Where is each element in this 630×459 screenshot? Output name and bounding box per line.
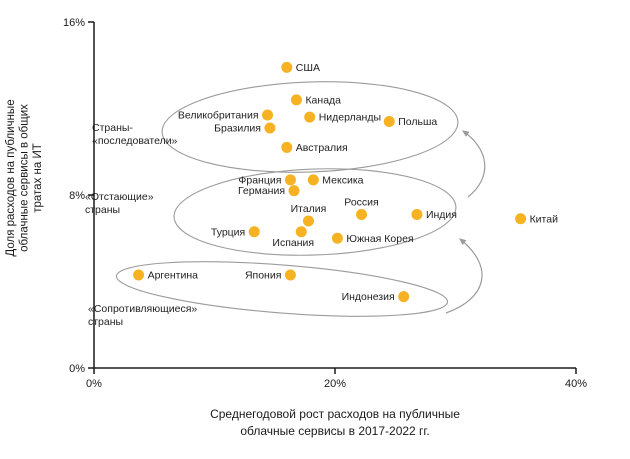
data-point	[302, 215, 314, 227]
group-ellipse	[115, 261, 449, 317]
point-label: Япония	[245, 270, 281, 282]
group-label: «Сопротивляющиеся» страны	[88, 303, 197, 328]
point-label: Индонезия	[342, 291, 395, 303]
flow-arrow-icon	[462, 130, 486, 198]
point-label: Канада	[305, 94, 341, 106]
y-axis-title: Доля расходов на публичные облачные серви…	[5, 99, 44, 256]
data-point	[307, 174, 319, 186]
point-label: Германия	[238, 185, 285, 197]
data-point	[398, 291, 410, 303]
data-point	[281, 141, 293, 153]
data-point	[264, 122, 276, 134]
x-tick-label: 0%	[86, 378, 102, 390]
data-point	[133, 269, 145, 281]
point-label: Китай	[530, 213, 559, 225]
data-point	[284, 269, 296, 281]
point-label: Польша	[398, 116, 437, 128]
group-ellipse	[161, 81, 459, 173]
data-point	[262, 109, 274, 121]
point-label: Нидерланды	[319, 112, 381, 124]
point-label: Мексика	[322, 174, 363, 186]
data-point	[304, 111, 316, 123]
point-label: Южная Корея	[346, 233, 413, 245]
data-point	[248, 226, 260, 238]
data-point	[281, 61, 293, 73]
x-tick-label: 20%	[324, 378, 346, 390]
y-tick-label: 8%	[69, 190, 85, 202]
data-point	[284, 174, 296, 186]
x-axis-title: Среднегодовой рост расходов на публичные…	[210, 407, 460, 438]
data-point	[290, 94, 302, 106]
data-point	[383, 115, 395, 127]
x-tick-label: 40%	[565, 378, 587, 390]
point-label: Бразилия	[214, 122, 261, 134]
flow-arrow-icon	[445, 238, 483, 314]
y-tick-label: 0%	[69, 363, 85, 375]
point-label: Россия	[344, 196, 378, 208]
point-label: Италия	[291, 203, 327, 215]
point-label: Индия	[426, 209, 457, 221]
data-point	[288, 185, 300, 197]
data-point	[295, 226, 307, 238]
point-label: Великобритания	[178, 109, 259, 121]
data-point	[515, 213, 527, 225]
point-label: Франция	[238, 174, 281, 186]
data-point	[411, 208, 423, 220]
data-point	[356, 208, 368, 220]
group-label: «Отстающие» страны	[85, 191, 154, 216]
data-point	[331, 232, 343, 244]
y-tick-label: 16%	[63, 17, 85, 29]
point-label: Испания	[272, 237, 314, 249]
point-label: Австралия	[296, 142, 348, 154]
point-label: США	[296, 62, 320, 74]
point-label: Турция	[211, 226, 245, 238]
group-ellipse	[173, 168, 457, 256]
point-label: Аргентина	[148, 270, 199, 282]
group-label: Страны-«последователи»	[92, 122, 178, 147]
